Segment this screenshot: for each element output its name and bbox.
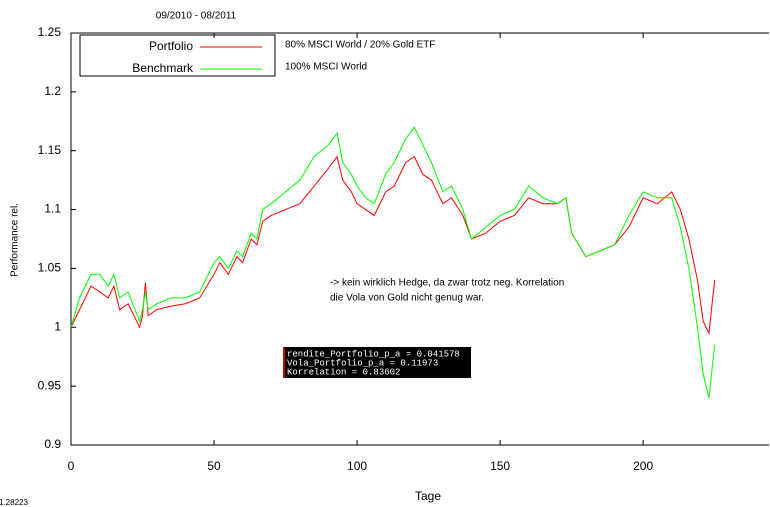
y-tick-label: 1.1: [44, 202, 61, 216]
annotation: -> kein wirklich Hedge, da zwar trotz ne…: [330, 278, 564, 289]
y-tick-label: 1.2: [44, 84, 61, 98]
x-axis-label: Tage: [415, 489, 441, 503]
plot-frame: [70, 32, 769, 446]
y-tick-label: 1.15: [38, 143, 62, 157]
y-tick-label: 1: [54, 319, 61, 333]
x-tick-label: 150: [490, 459, 510, 473]
console-border: [283, 347, 285, 378]
series-line: [70, 155, 716, 335]
x-tick-label: 50: [207, 459, 221, 473]
x-tick-label: 0: [68, 459, 75, 473]
annotation: die Vola von Gold nicht genug war.: [330, 293, 484, 304]
x-tick-label: 100: [347, 459, 367, 473]
console-line: Vola_Portfolio_p_a = 0.11973: [287, 358, 438, 368]
legend-label: Portfolio: [149, 39, 193, 53]
y-tick-label: 0.95: [38, 378, 62, 392]
console-line: rendite_Portfolio_p_a = 0.041578: [287, 349, 460, 359]
x-tick-label: 200: [633, 459, 653, 473]
console-line: Korrelation = 0.83602: [287, 367, 400, 377]
y-tick-label: 1.05: [38, 261, 62, 275]
chart-title: 09/2010 - 08/2011: [156, 11, 237, 22]
legend-label: Benchmark: [132, 61, 194, 75]
corner-value: 1.28223: [0, 498, 28, 507]
console-box: [283, 347, 471, 378]
series-line: [70, 126, 716, 399]
y-axis-label: Performance rel.: [10, 203, 21, 277]
y-tick-label: 0.9: [44, 437, 61, 451]
legend-description: 80% MSCI World / 20% Gold ETF: [285, 40, 435, 51]
legend-description: 100% MSCI World: [285, 62, 367, 73]
y-tick-label: 1.25: [38, 25, 62, 39]
